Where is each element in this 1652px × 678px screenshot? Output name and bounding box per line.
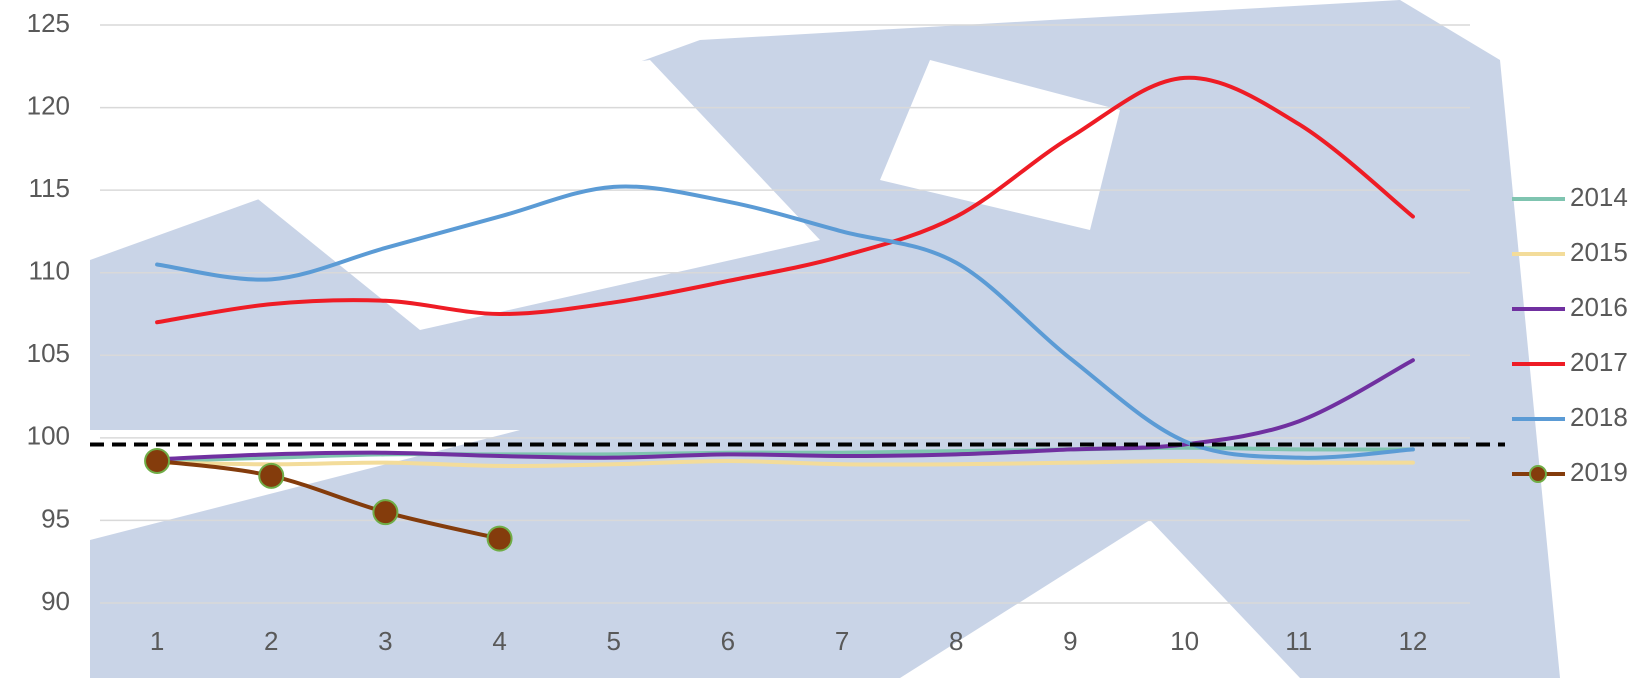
marker [486, 525, 513, 552]
series-line [155, 458, 502, 541]
legend-marker [1529, 465, 1547, 483]
series-line [155, 184, 1415, 460]
y-tick-label: 100 [27, 421, 70, 451]
marker [372, 499, 399, 526]
x-tick-label: 9 [1063, 626, 1077, 656]
x-tick-label: 3 [378, 626, 392, 656]
legend-label: 2015 [1570, 237, 1628, 267]
watermark-gap [160, 60, 820, 330]
y-tick-label: 95 [41, 503, 70, 533]
x-tick-label: 12 [1398, 626, 1427, 656]
y-tick-label: 115 [29, 173, 70, 203]
y-tick-label: 90 [41, 586, 70, 616]
series-line [155, 75, 1415, 325]
watermark-gap [880, 60, 1120, 230]
marker [144, 447, 171, 474]
marker [258, 462, 285, 489]
x-tick-label: 10 [1170, 626, 1199, 656]
x-tick-label: 4 [492, 626, 506, 656]
x-tick-label: 1 [150, 626, 164, 656]
legend-label: 2018 [1570, 402, 1628, 432]
x-tick-label: 8 [949, 626, 963, 656]
y-tick-label: 120 [27, 90, 70, 120]
y-tick-label: 105 [27, 338, 70, 368]
x-tick-label: 2 [264, 626, 278, 656]
x-tick-label: 11 [1285, 626, 1312, 656]
x-tick-label: 5 [607, 626, 621, 656]
x-tick-label: 6 [721, 626, 735, 656]
legend-label: 2014 [1570, 182, 1628, 212]
y-tick-label: 125 [27, 8, 70, 38]
x-tick-label: 7 [835, 626, 849, 656]
y-tick-label: 110 [29, 256, 70, 286]
legend-label: 2019 [1570, 457, 1628, 487]
series-line [155, 458, 1415, 468]
legend-label: 2017 [1570, 347, 1628, 377]
series-line [155, 358, 1415, 462]
legend-label: 2016 [1570, 292, 1628, 322]
